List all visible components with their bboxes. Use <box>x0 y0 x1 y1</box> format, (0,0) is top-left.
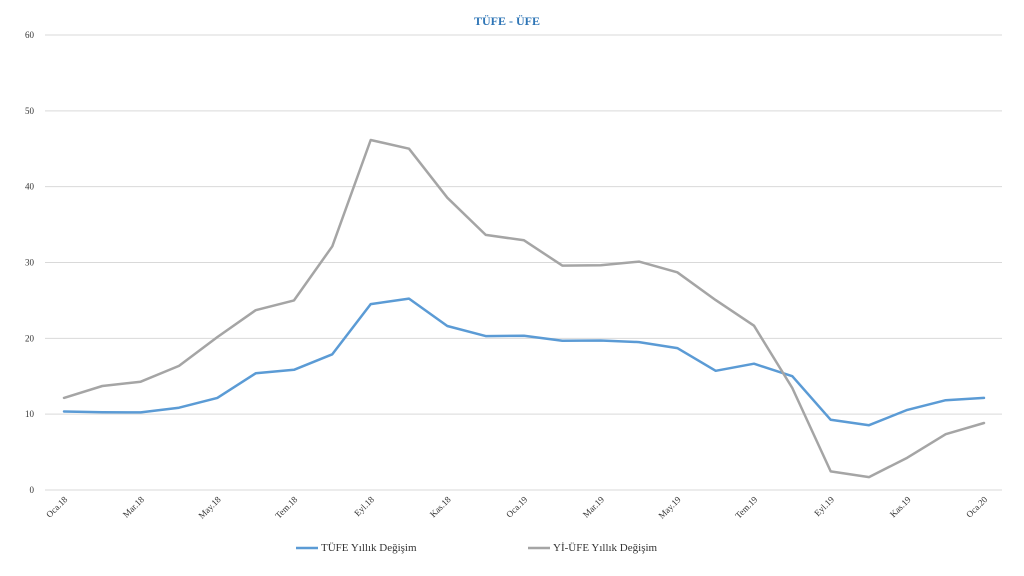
x-tick-label: Mar.19 <box>581 494 607 520</box>
y-tick-label: 40 <box>25 182 35 192</box>
x-tick-label: Eyl.18 <box>352 494 376 518</box>
x-tick-label: Kas.18 <box>428 494 453 519</box>
legend: TÜFE Yıllık Değişim Yİ-ÜFE Yıllık Değişi… <box>296 542 658 554</box>
y-tick-label: 20 <box>25 333 35 343</box>
x-tick-label: Kas.19 <box>888 494 913 519</box>
x-tick-label: Eyl.19 <box>812 494 836 518</box>
series-line-0 <box>62 297 986 427</box>
y-tick-label: 60 <box>25 30 35 40</box>
x-axis: Oca.18 Mar.18 May.18 Tem.18 Eyl.18 Kas.18 Oca.… <box>44 494 990 521</box>
x-tick-label: Tem.19 <box>733 494 760 521</box>
x-tick-label: Tem.18 <box>273 494 300 521</box>
y-tick-label: 10 <box>25 409 35 419</box>
series-line-1 <box>62 138 986 479</box>
x-tick-label: May.19 <box>656 494 683 521</box>
series-layer <box>62 138 986 479</box>
y-tick-label: 30 <box>25 258 35 268</box>
y-tick-label: 50 <box>25 106 35 116</box>
y-axis: 0 10 20 30 40 50 60 <box>25 30 35 495</box>
legend-label-yi-ufe[interactable]: Yİ-ÜFE Yıllık Değişim <box>553 542 658 554</box>
x-tick-label: Oca.18 <box>44 494 70 520</box>
legend-label-tufe[interactable]: TÜFE Yıllık Değişim <box>321 542 417 554</box>
x-tick-label: Oca.19 <box>504 494 530 520</box>
chart-title: TÜFE - ÜFE <box>474 14 540 28</box>
y-tick-label: 0 <box>30 485 35 495</box>
x-tick-label: Oca.20 <box>964 494 990 520</box>
x-tick-label: Mar.18 <box>121 494 147 520</box>
x-tick-label: May.18 <box>196 494 223 521</box>
grid <box>45 34 1002 491</box>
